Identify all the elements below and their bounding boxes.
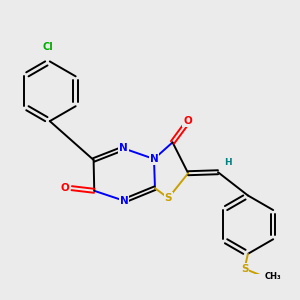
Text: H: H [224,158,232,167]
Text: N: N [150,154,158,164]
Text: N: N [120,196,128,206]
Text: O: O [60,183,69,193]
Text: N: N [119,143,128,153]
Text: S: S [241,264,248,274]
Text: Cl: Cl [43,43,53,52]
Text: CH₃: CH₃ [264,272,281,280]
Text: S: S [164,193,172,203]
Text: O: O [183,116,192,126]
